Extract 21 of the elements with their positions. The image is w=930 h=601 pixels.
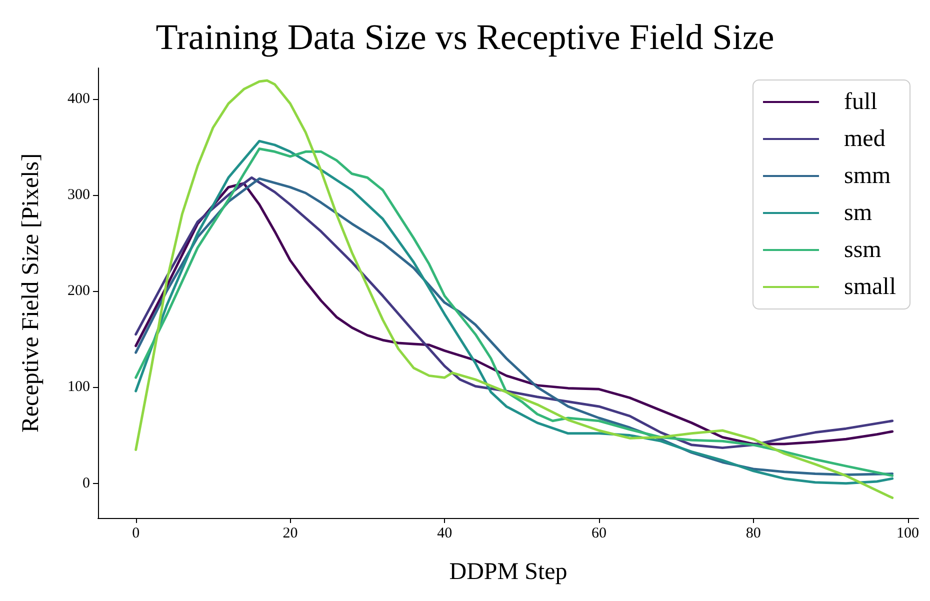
x-tick-label: 20: [282, 526, 298, 542]
x-axis-title: DDPM Step: [449, 559, 568, 585]
legend-label: smm: [844, 163, 892, 189]
x-tick-label: 60: [591, 526, 606, 542]
y-tick-label: 300: [68, 186, 90, 203]
x-tick-label: 80: [746, 526, 761, 542]
y-tick-label: 400: [68, 90, 90, 107]
x-tick-label: 0: [132, 526, 140, 542]
legend-label: ssm: [844, 237, 882, 263]
legend-label: full: [844, 89, 878, 115]
x-tick-label: 40: [437, 526, 452, 542]
legend-label: med: [844, 126, 886, 152]
line-series: [134, 79, 894, 500]
y-axis-title: Receptive Field Size [Pixels]: [18, 153, 44, 433]
y-tick-label: 100: [68, 379, 90, 396]
chart-title: Training Data Size vs Receptive Field Size: [156, 17, 774, 57]
legend-label: small: [844, 274, 896, 300]
x-tick-label: 100: [896, 526, 919, 542]
y-tick-label: 200: [68, 283, 90, 300]
legend-label: sm: [844, 200, 872, 226]
y-tick-label: 0: [82, 475, 90, 492]
